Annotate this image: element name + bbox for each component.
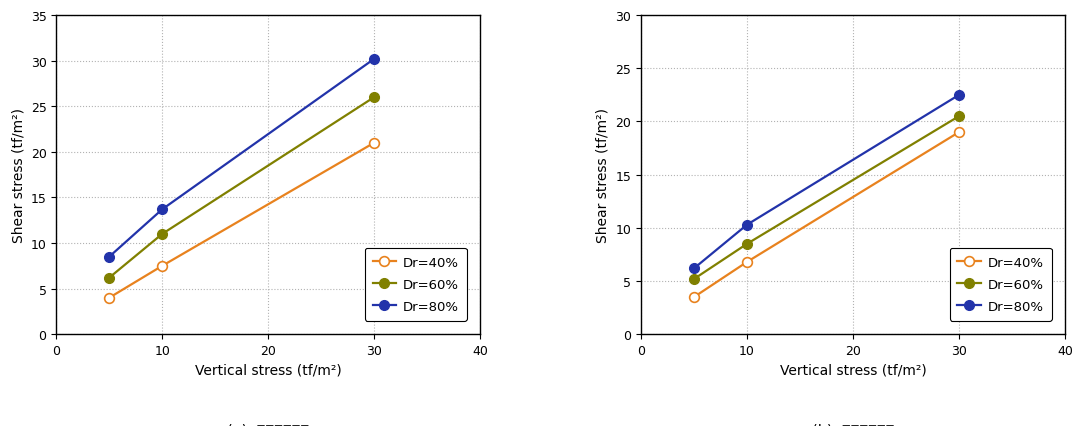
Legend: Dr=40%, Dr=60%, Dr=80%: Dr=40%, Dr=60%, Dr=80% <box>364 248 467 321</box>
Y-axis label: Shear stress (tf/m²): Shear stress (tf/m²) <box>11 108 25 242</box>
Text: (a)  최대전단응력: (a) 최대전단응력 <box>228 422 309 426</box>
Legend: Dr=40%, Dr=60%, Dr=80%: Dr=40%, Dr=60%, Dr=80% <box>950 248 1051 321</box>
Y-axis label: Shear stress (tf/m²): Shear stress (tf/m²) <box>596 108 610 242</box>
Text: (b)  잔류전단응력: (b) 잔류전단응력 <box>812 422 894 426</box>
X-axis label: Vertical stress (tf/m²): Vertical stress (tf/m²) <box>195 363 341 377</box>
X-axis label: Vertical stress (tf/m²): Vertical stress (tf/m²) <box>779 363 927 377</box>
